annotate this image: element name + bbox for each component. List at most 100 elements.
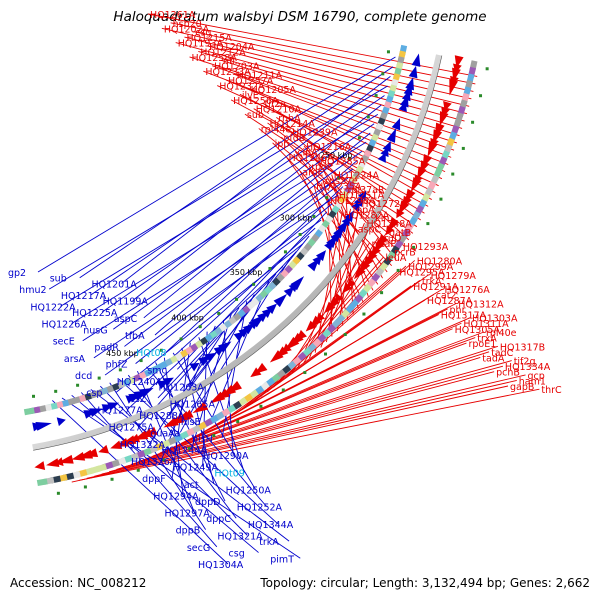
cog-tile <box>23 407 35 416</box>
reverse-gene-arrow <box>324 241 333 251</box>
kbp-tick-label: 350 kbp <box>230 268 263 277</box>
forward-gene-arrow <box>98 444 110 454</box>
forward-gene-label: csg <box>195 28 211 39</box>
forward-gene-label: HQ1204A <box>209 42 255 53</box>
forward-gene-label: HQ1235A <box>316 182 362 193</box>
forward-label-leader <box>175 42 465 122</box>
reverse-gene-arrow <box>125 395 135 404</box>
reverse-gene-arrow <box>405 77 414 91</box>
forward-gene-label: HQ1258A <box>192 53 238 64</box>
forward-gene-label: trxA <box>477 334 497 345</box>
reverse-gene-label: arsA <box>64 354 86 365</box>
reverse-gene-label: secE <box>53 337 75 348</box>
gc-marker <box>343 333 347 337</box>
reverse-gene-label: HQ1322A <box>120 440 166 451</box>
gc-marker <box>259 404 263 408</box>
forward-gene-label: sub <box>247 110 264 121</box>
reverse-gene-arrow <box>162 377 174 387</box>
reverse-gene-label: pimT <box>270 554 294 565</box>
reverse-label-leader <box>112 150 363 330</box>
gc-marker <box>461 146 465 150</box>
reverse-gene-label: smc <box>147 365 166 376</box>
forward-label-leader <box>221 285 412 423</box>
forward-label-leader <box>325 208 352 343</box>
reverse-gene-arrow <box>382 141 391 153</box>
reverse-gene-label: HQ1244A <box>161 445 207 456</box>
forward-gene-label: HQ1305A <box>455 325 501 336</box>
gc-marker <box>439 197 443 201</box>
reverse-gene-label: HQ1263A <box>159 383 205 394</box>
accession-label: Accession: NC_008212 <box>10 576 147 590</box>
reverse-gene-arrow <box>198 355 212 367</box>
reverse-label-leader <box>171 342 191 479</box>
forward-label-leader <box>145 345 498 460</box>
gc-marker <box>362 312 366 316</box>
forward-gene-label: HQ1261A <box>150 10 196 21</box>
forward-gene-label: HQ1334A <box>505 362 551 373</box>
forward-label-leader <box>244 113 418 228</box>
reverse-gene-label: sub <box>50 274 67 285</box>
forward-gene-arrow <box>269 350 284 363</box>
forward-gene-label: tif2g <box>514 357 536 368</box>
reverse-gene-label: dppD <box>195 497 220 508</box>
topology-summary: Topology: circular; Length: 3,132,494 bp… <box>260 576 590 590</box>
forward-gene-label: hsp20 <box>173 19 202 30</box>
reverse-label-leader <box>109 382 207 530</box>
reverse-gene-arrow <box>391 118 401 131</box>
kbp-tick-label: 250 kbp <box>320 151 353 160</box>
reverse-gene-label: dcd <box>75 371 92 382</box>
forward-gene-label: rpl44e <box>261 124 292 135</box>
reverse-gene-label: dppC <box>206 514 231 525</box>
forward-label-leader <box>267 122 414 234</box>
gc-marker <box>159 348 163 352</box>
reverse-label-leader <box>93 194 339 359</box>
gc-marker <box>366 115 370 119</box>
gc-marker <box>374 94 378 98</box>
forward-label-leader <box>320 217 374 348</box>
gc-marker <box>451 172 455 176</box>
forward-gene-arrow <box>324 301 336 314</box>
forward-gene-label: HQ1272A <box>361 199 407 210</box>
gc-marker <box>283 250 287 254</box>
reverse-gene-arrow <box>213 345 226 356</box>
gc-marker <box>281 388 285 392</box>
gc-marker <box>187 446 191 450</box>
forward-gene-label: HQ1311A <box>463 319 509 330</box>
reverse-gene-label: guaAa <box>150 428 180 439</box>
reverse-gene-label: ftsZ <box>128 394 147 405</box>
gc-marker <box>426 222 430 226</box>
forward-gene-label: HQ1202A <box>164 24 210 35</box>
reverse-gene-arrow <box>101 404 114 413</box>
reverse-label-leader <box>60 114 379 307</box>
forward-label-leader <box>180 314 439 444</box>
gc-marker <box>412 245 416 249</box>
reverse-gene-arrow <box>377 152 386 163</box>
reverse-gene-label: hisH <box>192 434 213 445</box>
forward-gene-arrow <box>209 391 226 404</box>
reverse-gene-label: HQ1252A <box>237 503 283 514</box>
gc-marker <box>54 389 58 393</box>
reverse-gene-label: phfZ <box>106 360 128 371</box>
reverse-label-leader <box>51 400 229 565</box>
reverse-gene-label: HQ1249A <box>173 463 219 474</box>
forward-gene-arrow <box>449 79 458 96</box>
reverse-gene-arrow <box>133 390 149 401</box>
forward-gene-arrow <box>347 278 356 288</box>
reverse-gene-label: HQ1201A <box>91 279 137 290</box>
forward-gene-label: HQ1299A <box>408 262 454 273</box>
reverse-gene-label: HQ1288A <box>139 411 185 422</box>
forward-gene-label: HQ1203A <box>214 62 260 73</box>
forward-gene-label: HQ1212A <box>200 47 246 58</box>
forward-gene-label: cinA <box>297 148 318 159</box>
forward-label-leader <box>173 322 462 448</box>
forward-label-leader <box>147 13 478 77</box>
reverse-gene-label: gp2 <box>8 268 26 279</box>
reverse-label-leader <box>71 141 367 324</box>
forward-label-leader <box>276 117 421 221</box>
reverse-gene-label: HQ1326A <box>131 457 177 468</box>
forward-gene-label: HQ1317A <box>441 310 487 321</box>
forward-gene-label: HQ1246A <box>288 153 334 164</box>
kbp-tick-label: 400 kbp <box>171 314 204 323</box>
reverse-gene-label: HQ1265A <box>170 400 216 411</box>
